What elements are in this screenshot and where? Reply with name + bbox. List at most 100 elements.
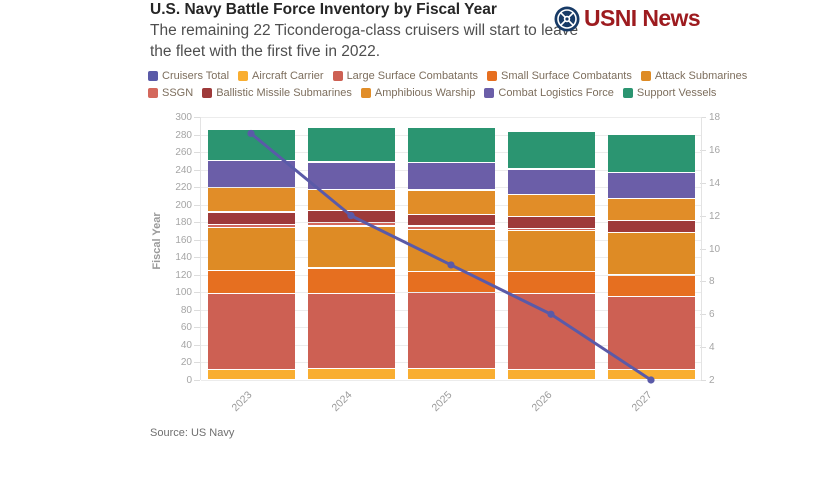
tick-mark xyxy=(194,309,200,311)
usni-news-logo[interactable]: USNI News xyxy=(554,5,701,32)
bar-segment-aircraft-carrier[interactable] xyxy=(607,370,695,379)
legend-row: SSGN Ballistic Missile Submarines Amphibio… xyxy=(148,87,748,99)
bar-segment-ballistic-missile-submarines[interactable] xyxy=(207,212,295,224)
y-axis-left-tick-label: 260 xyxy=(175,147,192,159)
tick-mark xyxy=(700,281,706,283)
bar-segment-amphibious-warship[interactable] xyxy=(207,188,295,212)
line-dot[interactable]: Cruisers Total 2027: 2 xyxy=(647,376,655,384)
bar-segment-attack-submarines[interactable] xyxy=(507,230,595,271)
bar-segment-ssgn[interactable] xyxy=(207,224,295,228)
tick-mark xyxy=(194,327,200,329)
legend-swatch-icon xyxy=(148,88,158,98)
tick-mark xyxy=(194,204,200,206)
y-axis-right-tick-label: 6 xyxy=(709,309,715,321)
bar-segment-small-surface-combatants[interactable] xyxy=(307,268,395,293)
y-axis-left-tick-label: 140 xyxy=(175,252,192,264)
y-axis-left-tick-label: 0 xyxy=(186,375,192,386)
bar-segment-aircraft-carrier[interactable] xyxy=(407,369,495,379)
legend-swatch-icon xyxy=(640,71,651,81)
bar-segment-support-vessels[interactable] xyxy=(507,131,595,169)
tick-mark xyxy=(700,149,706,151)
source-note: Source: US Navy xyxy=(150,427,235,439)
legend-item: Support Vessels xyxy=(622,87,717,99)
y-axis-left-tick-label: 20 xyxy=(180,357,192,369)
tick-mark xyxy=(194,117,200,118)
y-axis-right-tick-label: 4 xyxy=(709,342,715,354)
y-axis-right-tick-label: 10 xyxy=(709,243,721,255)
bar-segment-large-surface-combatants[interactable] xyxy=(407,293,495,369)
line-dot[interactable]: Cruisers Total 2024: 12 xyxy=(347,212,355,220)
bar-segment-large-surface-combatants[interactable] xyxy=(207,294,295,370)
tick-mark xyxy=(700,314,706,316)
line-dot[interactable]: Cruisers Total 2025: 9 xyxy=(447,261,455,269)
y-axis-left-tick-label: 120 xyxy=(175,269,192,281)
legend-item: Aircraft Carrier xyxy=(238,70,324,82)
legend-label: Amphibious Warship xyxy=(374,87,476,99)
x-axis-label: 2027 xyxy=(629,389,655,415)
line-dot[interactable]: Cruisers Total 2026: 6 xyxy=(547,310,555,318)
bar-segment-ballistic-missile-submarines[interactable] xyxy=(507,216,595,228)
line-dot[interactable]: Cruisers Total 2023: 17 xyxy=(247,129,255,138)
legend-swatch-icon xyxy=(238,71,249,81)
legend-item: Amphibious Warship xyxy=(360,87,476,99)
y-axis-left-tick-label: 100 xyxy=(175,287,192,299)
gridline xyxy=(201,380,701,381)
legend-label: Support Vessels xyxy=(636,87,717,99)
legend-item: Large Surface Combatants xyxy=(332,70,479,82)
legend-item: Ballistic Missile Submarines xyxy=(202,87,352,99)
bar-segment-large-surface-combatants[interactable] xyxy=(607,296,695,370)
bar-segment-attack-submarines[interactable] xyxy=(307,226,395,268)
legend-label: Aircraft Carrier xyxy=(252,70,324,82)
y-axis-left-tick-label: 300 xyxy=(175,112,192,123)
tick-mark xyxy=(700,380,706,381)
y-axis-left-tick-label: 40 xyxy=(180,339,192,351)
y-axis-left-tick-label: 160 xyxy=(175,234,192,246)
bar-segment-ssgn[interactable] xyxy=(407,226,495,229)
legend-swatch-icon xyxy=(332,71,343,81)
bar-segment-support-vessels[interactable] xyxy=(607,134,695,172)
bar-segment-attack-submarines[interactable] xyxy=(607,232,695,275)
bar-segment-small-surface-combatants[interactable] xyxy=(507,272,595,293)
bar-segment-support-vessels[interactable] xyxy=(407,128,495,163)
legend-item: Attack Submarines xyxy=(640,70,747,82)
tick-mark xyxy=(194,134,200,136)
bar-segment-small-surface-combatants[interactable] xyxy=(207,271,295,293)
bar-segment-combat-logistics-force[interactable] xyxy=(607,173,695,199)
y-axis-left-tick-label: 240 xyxy=(175,164,192,176)
gridline xyxy=(201,117,701,118)
usni-logo-text: USNI News xyxy=(584,5,701,31)
y-axis-left-tick-label: 80 xyxy=(180,304,192,316)
bar-segment-support-vessels[interactable] xyxy=(307,128,395,162)
bar-segment-large-surface-combatants[interactable] xyxy=(307,294,395,369)
bar-segment-combat-logistics-force[interactable] xyxy=(507,169,595,194)
legend-label: Large Surface Combatants xyxy=(346,70,479,82)
legend-label: SSGN xyxy=(162,87,194,99)
chart-title: U.S. Navy Battle Force Inventory by Fisc… xyxy=(150,1,497,18)
bar-segment-combat-logistics-force[interactable] xyxy=(407,163,495,190)
bar-segment-small-surface-combatants[interactable] xyxy=(607,275,695,296)
bar-segment-amphibious-warship[interactable] xyxy=(507,195,595,216)
bar-segment-amphibious-warship[interactable] xyxy=(407,190,495,214)
bar-segment-ballistic-missile-submarines[interactable] xyxy=(607,221,695,232)
tick-mark xyxy=(194,380,200,381)
bar-segment-ssgn[interactable] xyxy=(507,229,595,230)
tick-mark xyxy=(194,257,200,259)
y-axis-right-tick-label: 16 xyxy=(709,144,721,156)
bar-segment-aircraft-carrier[interactable] xyxy=(507,370,595,379)
bar-segment-amphibious-warship[interactable] xyxy=(607,199,695,221)
bar-segment-aircraft-carrier[interactable] xyxy=(207,370,295,379)
y-axis-left-tick-label: 60 xyxy=(180,322,192,334)
bar-segment-aircraft-carrier[interactable] xyxy=(307,369,395,379)
bar-segment-ballistic-missile-submarines[interactable] xyxy=(407,215,495,226)
bar-segment-combat-logistics-force[interactable] xyxy=(207,160,295,187)
legend-swatch-icon xyxy=(360,88,371,98)
x-axis-label: 2026 xyxy=(529,389,555,415)
y-axis-left-tick-label: 200 xyxy=(175,199,192,211)
y-axis-right-tick-label: 12 xyxy=(709,210,721,222)
y-axis-left-tick-label: 220 xyxy=(175,182,192,194)
bar-segment-attack-submarines[interactable] xyxy=(207,228,295,271)
bar-segment-amphibious-warship[interactable] xyxy=(307,189,395,210)
bar-segment-ssgn[interactable] xyxy=(307,223,395,226)
bar-segment-combat-logistics-force[interactable] xyxy=(307,162,395,189)
